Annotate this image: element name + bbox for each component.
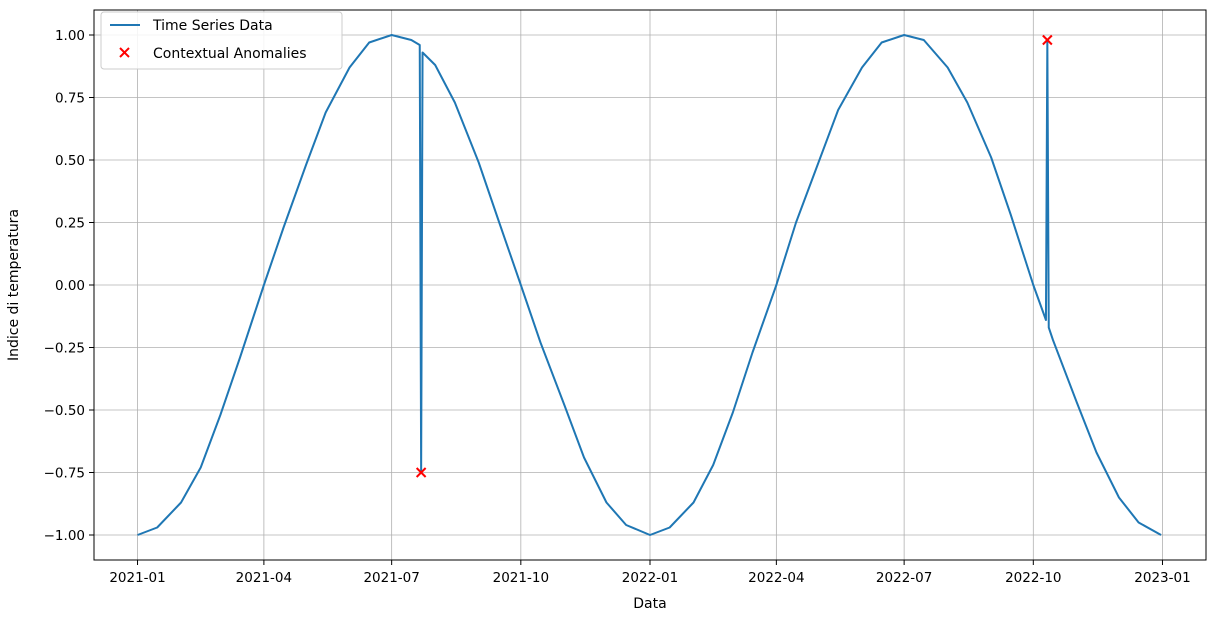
x-tick-label: 2021-10 — [493, 570, 549, 586]
legend: Time Series Data Contextual Anomalies — [100, 11, 343, 70]
x-tick-label: 2021-01 — [109, 570, 165, 586]
x-axis-label: Data — [633, 596, 666, 612]
series-layer — [137, 34, 1162, 536]
grid-lines — [94, 10, 1206, 560]
x-tick-label: 2021-07 — [363, 570, 419, 586]
y-tick-label: 1.00 — [55, 28, 85, 44]
y-tick-label: 0.75 — [55, 91, 85, 107]
y-tick-label: 0.25 — [55, 216, 85, 232]
x-tick-label: 2022-10 — [1005, 570, 1061, 586]
anomaly-marker — [415, 467, 427, 478]
legend-box — [100, 11, 343, 70]
anomaly-marker-stroke — [415, 467, 427, 478]
x-tick-label: 2022-04 — [748, 570, 804, 586]
x-tick-label: 2022-01 — [622, 570, 678, 586]
y-axis-label: Indice di temperatura — [6, 209, 22, 361]
series-line-time-series — [137, 34, 1162, 536]
x-axis-ticks: 2021-01 2021-04 2021-07 2021-10 2022-01 2022-… — [109, 560, 1191, 586]
y-tick-label: −0.25 — [44, 341, 85, 357]
legend-x-marker — [119, 47, 130, 58]
y-tick-label: 0.50 — [55, 153, 85, 169]
y-tick-label: −0.50 — [44, 403, 85, 419]
x-tick-label: 2022-07 — [876, 570, 932, 586]
y-tick-label: −0.75 — [44, 466, 85, 482]
legend-label-anomalies: Contextual Anomalies — [153, 46, 307, 62]
x-tick-label: 2023-01 — [1134, 570, 1190, 586]
x-tick-label: 2021-04 — [236, 570, 292, 586]
anomaly-marker — [1042, 34, 1053, 46]
anomaly-marker-stroke — [1042, 34, 1053, 46]
y-axis-ticks: 1.00 0.75 0.50 0.25 0.00 −0.25 −0.50 −0.75 −1.00 — [44, 28, 94, 544]
legend-label-series: Time Series Data — [152, 18, 273, 34]
y-tick-label: 0.00 — [55, 278, 85, 294]
y-tick-label: −1.00 — [44, 528, 85, 544]
